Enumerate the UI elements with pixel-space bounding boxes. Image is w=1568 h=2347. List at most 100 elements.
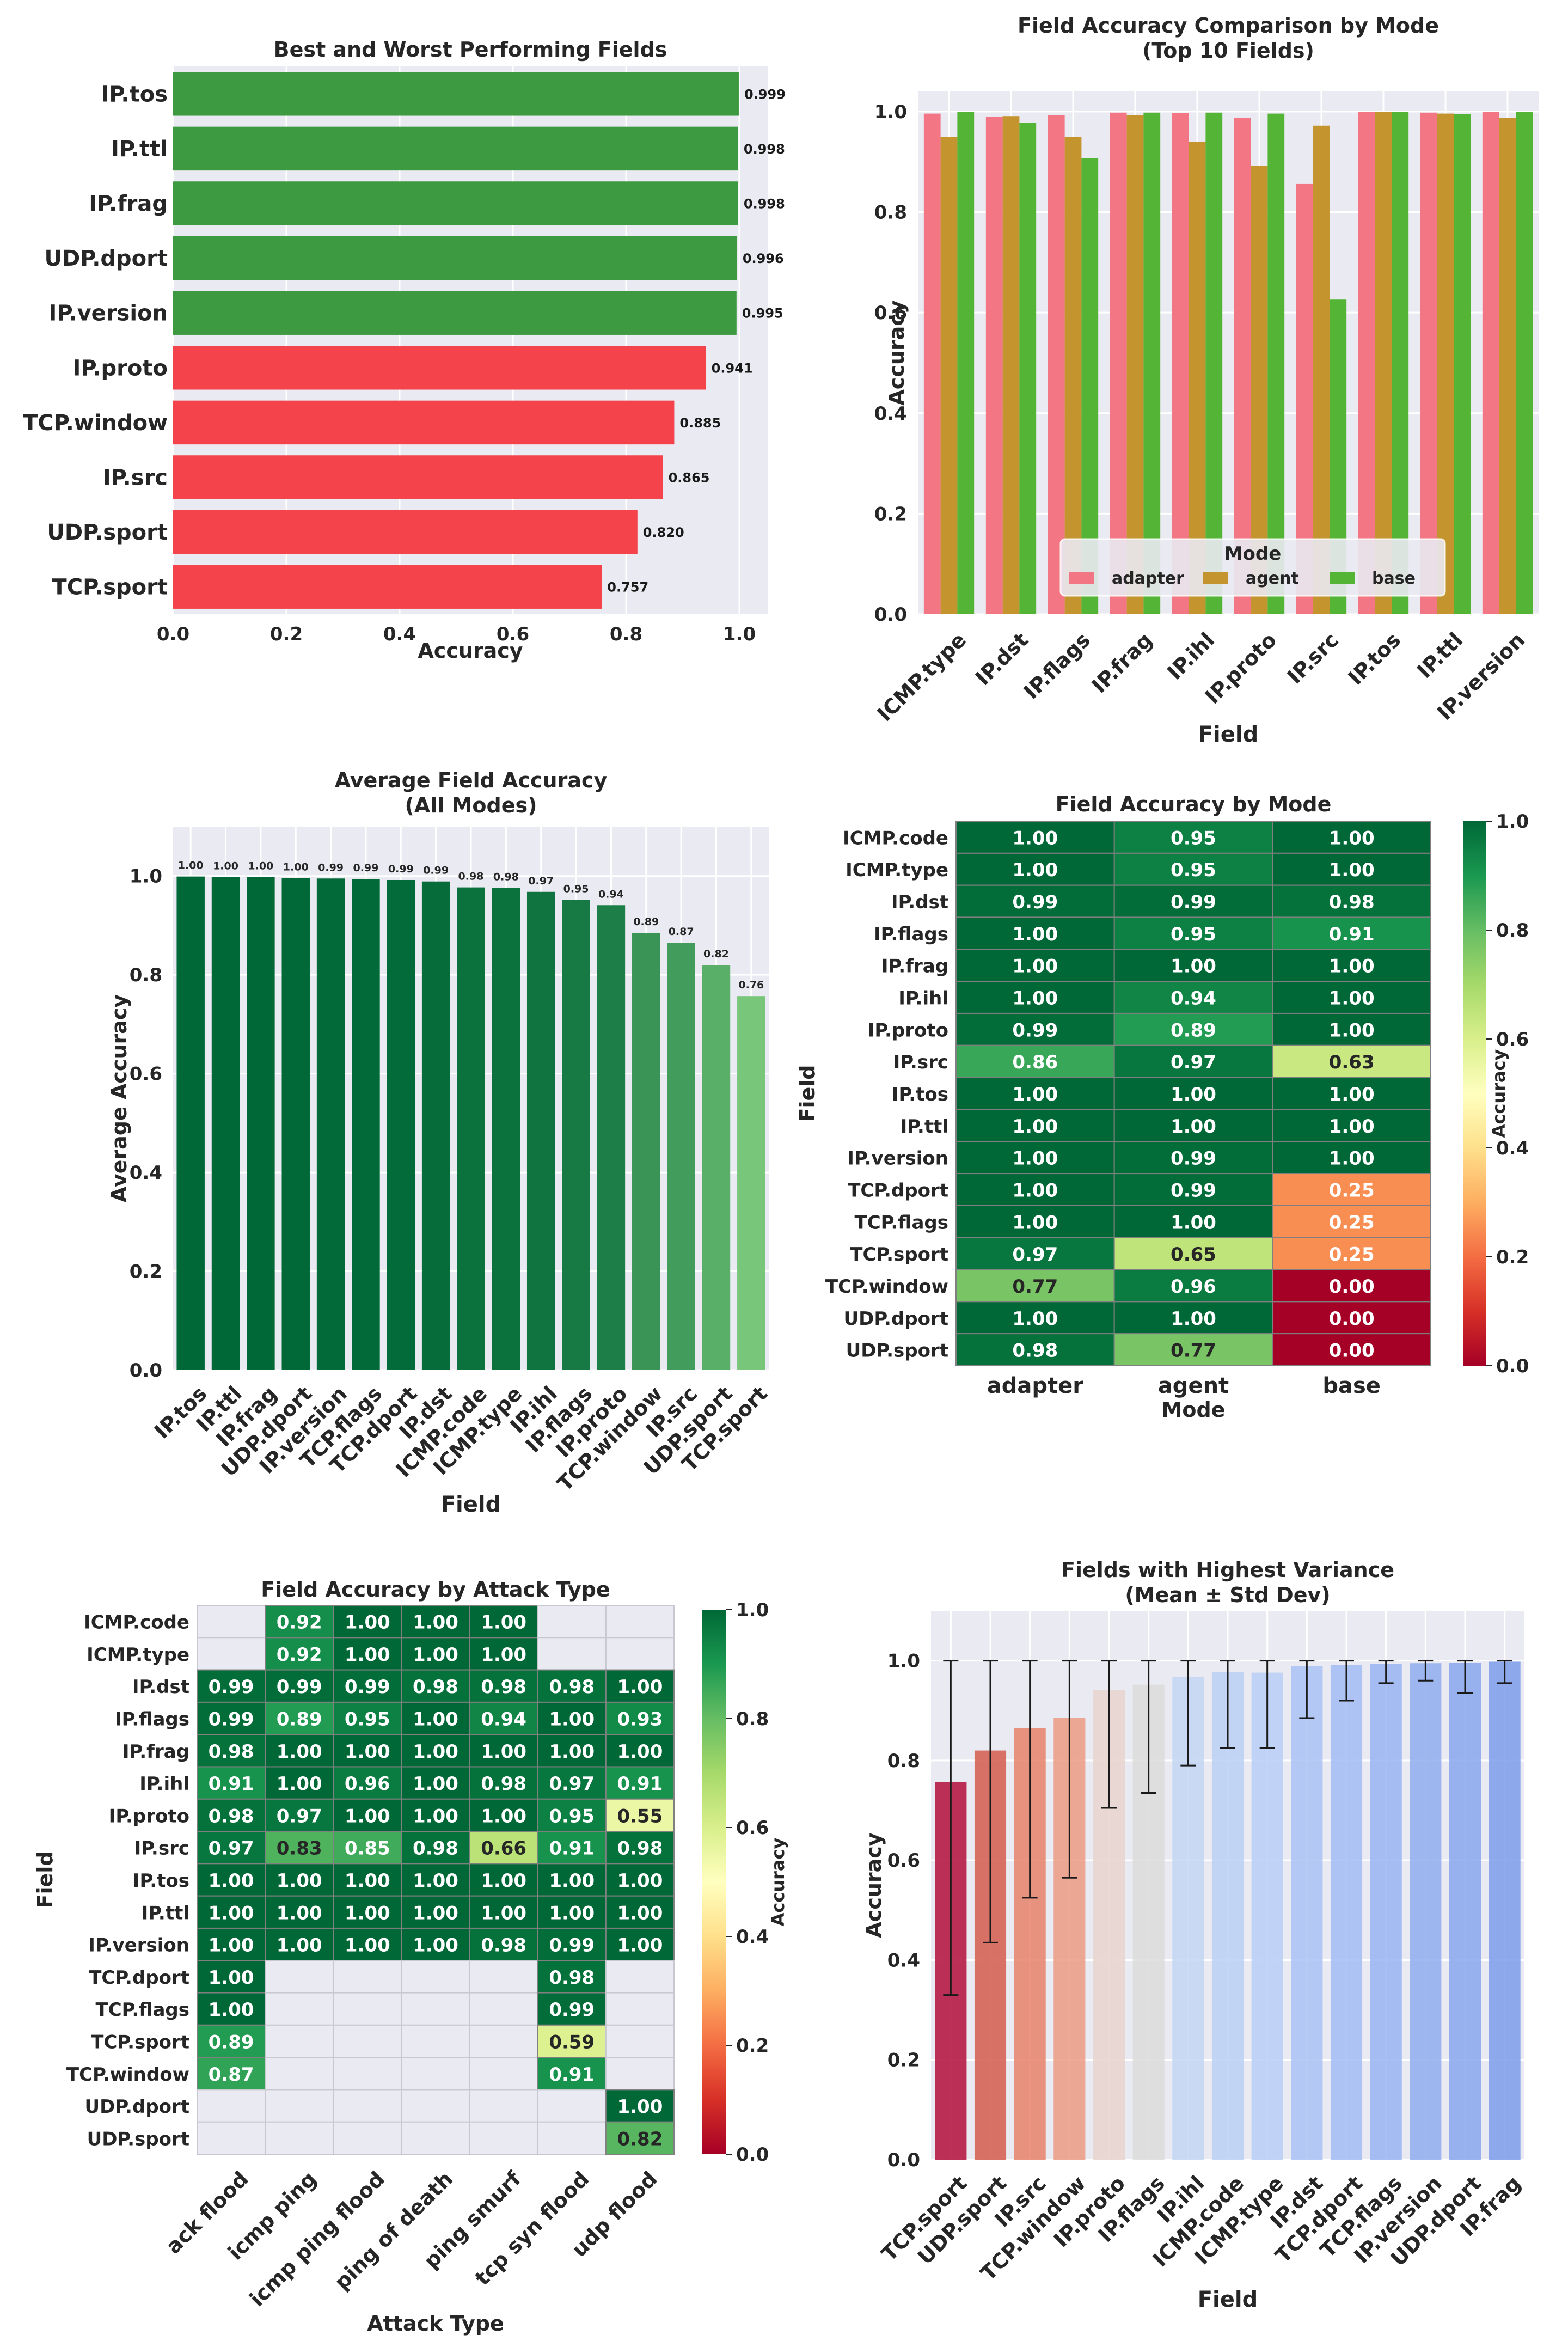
var-title-line-2: (Mean ± Std Dev) [1125, 1583, 1330, 1607]
bw-y-tick-label: IP.tos [101, 82, 168, 107]
mh-cell [1272, 1141, 1431, 1175]
bw-value-label: 0.885 [679, 415, 721, 431]
mc-bar-agent [1002, 116, 1020, 614]
mc-x-tick-label: ICMP.type [873, 628, 971, 726]
mc-legend-swatch-agent [1203, 572, 1228, 584]
mh-cell [1272, 1044, 1431, 1078]
ah-cell-value: 0.93 [617, 1709, 663, 1731]
mc-legend-title: Mode [1224, 543, 1282, 565]
mh-colorbar [1463, 821, 1486, 1366]
avg-value-label: 0.98 [458, 871, 484, 883]
ah-cell [469, 1766, 538, 1800]
ah-cell-value: 1.00 [209, 1902, 254, 1924]
bw-bar [173, 181, 738, 225]
ah-y-tick-label: TCP.window [66, 2064, 189, 2086]
ah-cell-value: 1.00 [617, 2096, 663, 2118]
ah-cell-value: 1.00 [413, 1805, 458, 1827]
bw-x-axis-label: Accuracy [418, 639, 523, 663]
ah-cell-value: 1.00 [549, 1709, 595, 1731]
avg-value-label: 0.98 [493, 871, 519, 883]
bw-value-label: 0.757 [607, 580, 648, 595]
ah-cell [401, 1669, 470, 1703]
ah-cell-value: 0.89 [277, 1709, 322, 1731]
ah-cell-value: 1.00 [549, 1902, 595, 1924]
ah-cell-value: 1.00 [617, 1935, 663, 1957]
ah-cell [197, 1992, 266, 2026]
ah-cell [333, 1734, 402, 1768]
mc-bar-adapter [1234, 118, 1251, 614]
ah-cell [265, 1895, 334, 1929]
ah-cell [537, 2057, 607, 2091]
ah-cell-value: 0.87 [209, 2064, 254, 2086]
ah-cell [197, 1927, 266, 1961]
ah-cell-value: 1.00 [413, 1870, 458, 1892]
mh-cell-value: 0.77 [1171, 1340, 1216, 1362]
ah-cell-value: 1.00 [277, 1741, 322, 1763]
mh-cell [1272, 1077, 1431, 1110]
ah-cell [469, 1701, 538, 1735]
mh-cell-value: 0.96 [1171, 1276, 1216, 1298]
ah-cell-empty [605, 2057, 675, 2091]
avg-value-label: 1.00 [248, 860, 273, 872]
mh-cell [1113, 1205, 1273, 1238]
ah-y-tick-label: IP.frag [122, 1741, 189, 1763]
var-y-axis-label: Accuracy [862, 1832, 886, 1938]
ah-cell-value: 0.91 [549, 2064, 595, 2086]
ah-cell-empty [605, 1605, 675, 1639]
avg-bar [387, 879, 415, 1370]
mh-cell-value: 0.97 [1171, 1052, 1216, 1073]
bw-bar [173, 455, 663, 499]
mc-x-tick-label: IP.dst [971, 628, 1033, 690]
ah-cell-empty [197, 2089, 266, 2123]
avg-value-label: 0.89 [633, 916, 659, 928]
ah-cell [401, 1927, 470, 1961]
mh-cell-value: 1.00 [1012, 988, 1058, 1010]
mh-cell [1113, 1301, 1273, 1335]
mh-y-tick-label: TCP.flags [855, 1212, 948, 1233]
ah-cell-value: 1.00 [481, 1902, 526, 1924]
avg-value-label: 0.94 [598, 888, 624, 900]
ah-cell-value: 1.00 [209, 1935, 254, 1957]
ah-cell-empty [265, 2121, 334, 2155]
ah-cell [197, 2024, 266, 2058]
ah-cell-empty [401, 2089, 470, 2123]
mh-x-tick-label: adapter [987, 1373, 1084, 1398]
avg-bar [457, 887, 485, 1370]
avg-bar [737, 996, 765, 1370]
mc-bar-base [1081, 158, 1099, 614]
mc-bar-adapter [1420, 112, 1437, 614]
mc-y-tick-label: 0.8 [874, 202, 907, 224]
ah-cell-value: 1.00 [617, 1870, 663, 1892]
mh-cell-value: 1.00 [1012, 956, 1058, 977]
mh-cell [955, 981, 1115, 1014]
bw-x-tick-label: 0.6 [497, 624, 529, 645]
mh-cell [1113, 981, 1273, 1014]
mc-bar-base [1205, 112, 1223, 614]
mh-cell-value: 1.00 [1171, 1084, 1216, 1105]
mh-cell [1272, 1237, 1431, 1270]
avg-value-label: 0.99 [353, 862, 378, 874]
ah-cell-value: 0.98 [413, 1676, 458, 1698]
ah-cell-value: 1.00 [209, 1967, 254, 1989]
ah-cell-value: 1.00 [413, 1902, 458, 1924]
ah-cell-value: 0.85 [345, 1838, 390, 1860]
ah-cell-value: 0.99 [549, 1999, 595, 2021]
mh-cell-value: 0.00 [1329, 1308, 1375, 1330]
bw-y-tick-label: IP.ttl [111, 137, 168, 162]
ah-cell-value: 0.98 [549, 1967, 595, 1989]
ah-cell [333, 1701, 402, 1735]
var-bar [1489, 1661, 1521, 2160]
bw-x-tick-label: 1.0 [723, 624, 756, 645]
mh-cell-value: 1.00 [1012, 859, 1058, 881]
bw-bar [173, 565, 602, 609]
mh-cell-value: 0.25 [1329, 1179, 1375, 1201]
mh-cell-value: 0.00 [1329, 1340, 1375, 1362]
ah-cell-value: 0.98 [549, 1676, 595, 1698]
mc-legend-swatch-adapter [1069, 572, 1094, 584]
ah-cell [537, 1960, 607, 1994]
ah-cell-empty [333, 1992, 402, 2026]
ah-cell [537, 2024, 607, 2058]
mc-bar-adapter [985, 117, 1003, 615]
ah-cell-value: 1.00 [481, 1644, 526, 1666]
mh-title: Field Accuracy by Mode [1056, 792, 1332, 816]
